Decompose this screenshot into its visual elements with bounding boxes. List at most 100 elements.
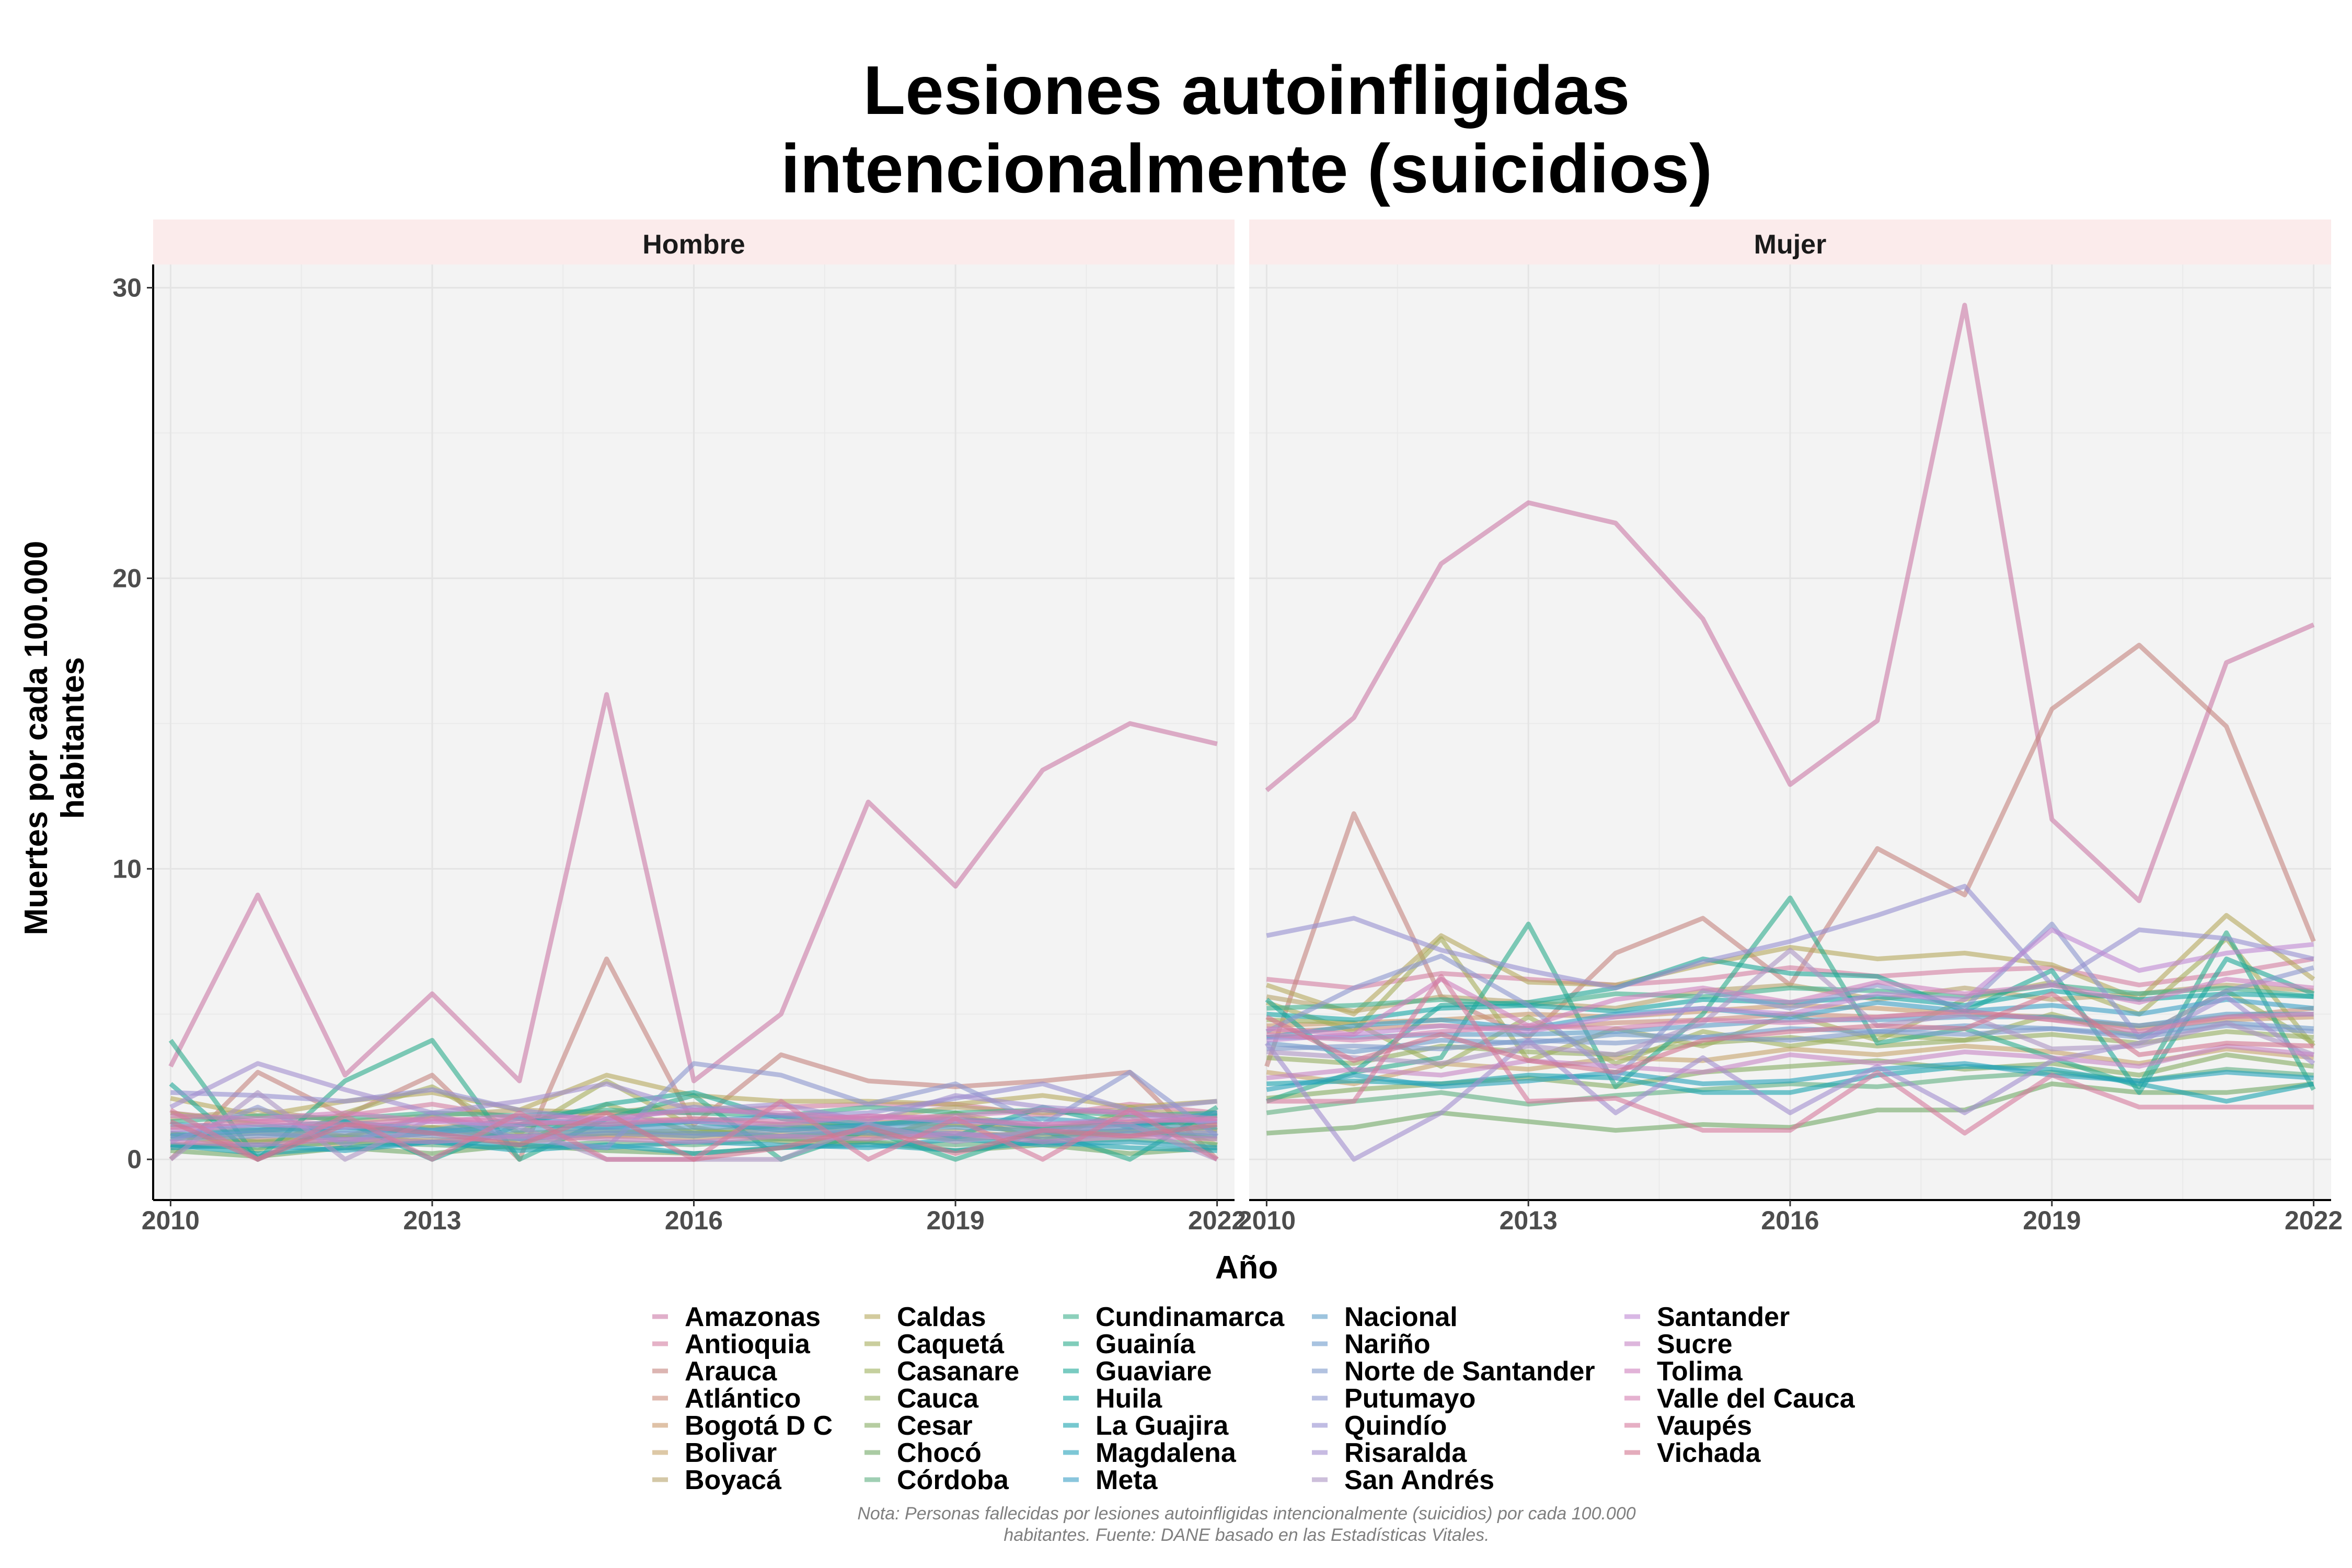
legend-label: Quindío	[1344, 1411, 1447, 1441]
legend-label: Bogotá D C	[685, 1411, 833, 1441]
series-line-cundinamarca	[1266, 983, 2314, 1011]
legend-label: Santander	[1657, 1302, 1790, 1332]
series-line-magdalena	[1266, 1061, 2314, 1092]
legend-label: Tolima	[1657, 1356, 1743, 1387]
series-line-antioquia	[1266, 956, 2314, 990]
legend-item: Atlántico	[652, 1383, 801, 1414]
x-tick-label: 2013	[1500, 1206, 1558, 1235]
legend-label: Cesar	[897, 1411, 973, 1441]
legend-item: Sucre	[1624, 1329, 1733, 1359]
series-line-valle-del-cauca	[1266, 1009, 2314, 1043]
legend-item: Meta	[1063, 1465, 1158, 1495]
legend-label: Magdalena	[1096, 1438, 1237, 1468]
caption-line-1: Nota: Personas fallecidas por lesiones a…	[857, 1504, 1635, 1524]
series-line-sucre	[1266, 1043, 2314, 1080]
legend-label: Vaupés	[1657, 1411, 1752, 1441]
series-line-norte-de-santander	[170, 1128, 1217, 1142]
legend-label: Valle del Cauca	[1657, 1383, 1855, 1414]
legend-label: Norte de Santander	[1344, 1356, 1595, 1387]
legend-item: Bogotá D C	[652, 1411, 833, 1441]
facet-strip-label: Hombre	[642, 229, 745, 260]
facet-strip-label: Mujer	[1754, 229, 1827, 260]
series-line-sucre	[170, 1131, 1217, 1147]
facet-panel-mujer: Mujer 2010 2013 2016 2019 2022	[1238, 220, 2343, 1235]
chart-title-line-1: Lesiones autoinfligidas	[863, 52, 1630, 129]
y-tick-label: 10	[112, 854, 142, 883]
series-lines	[1264, 303, 2316, 1162]
legend-item: Amazonas	[652, 1302, 821, 1332]
legend-item: Quindío	[1312, 1411, 1447, 1441]
chart-title-line-2: intencionalmente (suicidios)	[781, 130, 1712, 207]
facet-panel-hombre: Hombre 0 10 20 30 2010 2013 2016 2019 2022	[112, 220, 1246, 1235]
series-line-vichada	[169, 1110, 1218, 1162]
legend-item: Chocó	[864, 1438, 982, 1468]
facet-panels: Hombre 0 10 20 30 2010 2013 2016 2019 2022 Mujer 20…	[112, 220, 2343, 1235]
legend-label: Nacional	[1344, 1302, 1458, 1332]
y-tick-label: 30	[112, 273, 142, 302]
series-line-guaviare	[1265, 956, 2315, 1095]
facet-strip	[1249, 220, 2331, 264]
legend-item: Norte de Santander	[1312, 1356, 1595, 1387]
legend-label: Cundinamarca	[1096, 1302, 1285, 1332]
legend-label: Nariño	[1344, 1329, 1431, 1359]
x-tick-label: 2010	[142, 1206, 200, 1235]
legend-item: Magdalena	[1063, 1438, 1237, 1468]
series-line-amazonas	[1265, 303, 2315, 903]
x-tick-label: 2022	[1188, 1206, 1246, 1235]
legend-item: Antioquia	[652, 1329, 811, 1359]
legend-label: Cauca	[897, 1383, 979, 1414]
legend-label: Boyacá	[685, 1465, 782, 1495]
legend-label: La Guajira	[1096, 1411, 1229, 1441]
series-line-amazonas	[168, 692, 1218, 1083]
legend-item: Vaupés	[1624, 1411, 1752, 1441]
legend-item: La Guajira	[1063, 1411, 1229, 1441]
legend-item: Casanare	[864, 1356, 1019, 1387]
legend-label: Guainía	[1096, 1329, 1196, 1359]
y-axis-title-line-1: Muertes por cada 100.000	[18, 541, 54, 936]
legend-label: Risaralda	[1344, 1438, 1467, 1468]
y-tick-label: 0	[127, 1145, 142, 1174]
legend-label: San Andrés	[1344, 1465, 1494, 1495]
legend-label: Chocó	[897, 1438, 982, 1468]
legend-label: Vichada	[1657, 1438, 1761, 1468]
legend-item: Valle del Cauca	[1624, 1383, 1855, 1414]
legend-item: Guaviare	[1063, 1356, 1212, 1387]
legend-item: Putumayo	[1312, 1383, 1475, 1414]
x-tick-label: 2013	[403, 1206, 461, 1235]
y-tick-label: 20	[112, 563, 142, 593]
series-line-putumayo	[1265, 921, 2314, 1080]
legend-label: Putumayo	[1344, 1383, 1475, 1414]
legend-label: Amazonas	[685, 1302, 821, 1332]
series-line-san-andrés	[1266, 948, 2315, 1066]
series-line-cesar	[170, 1125, 1218, 1145]
legend-item: Cundinamarca	[1063, 1302, 1285, 1332]
caption-line-2: habitantes. Fuente: DANE basado en las E…	[1004, 1525, 1489, 1545]
legend-label: Córdoba	[897, 1465, 1009, 1495]
series-line-santander	[1266, 927, 2314, 1043]
series-line-meta	[1266, 997, 2314, 1040]
series-line-quindío	[1266, 884, 2314, 990]
x-tick-label: 2022	[2285, 1206, 2343, 1235]
legend-item: San Andrés	[1312, 1465, 1494, 1495]
legend-item: Santander	[1624, 1302, 1790, 1332]
legend-item: Cauca	[864, 1383, 979, 1414]
legend-item: Boyacá	[652, 1465, 782, 1495]
legend-label: Caldas	[897, 1302, 986, 1332]
series-line-vaupés	[1266, 974, 2314, 1136]
y-axis-title-line-2: habitantes	[55, 657, 91, 819]
legend-item: Nacional	[1312, 1302, 1458, 1332]
legend-item: Cesar	[864, 1411, 973, 1441]
legend-item: Huila	[1063, 1383, 1162, 1414]
legend-label: Sucre	[1657, 1329, 1733, 1359]
series-line-tolima	[170, 1108, 1217, 1124]
legend-label: Arauca	[685, 1356, 777, 1387]
legend-item: Bolivar	[652, 1438, 777, 1468]
x-tick-label: 2019	[2023, 1206, 2081, 1235]
legend-label: Bolivar	[685, 1438, 777, 1468]
legend-item: Guainía	[1063, 1329, 1196, 1359]
legend-item: Arauca	[652, 1356, 777, 1387]
x-tick-label: 2010	[1238, 1206, 1296, 1235]
legend-item: Risaralda	[1312, 1438, 1467, 1468]
x-tick-label: 2016	[665, 1206, 723, 1235]
